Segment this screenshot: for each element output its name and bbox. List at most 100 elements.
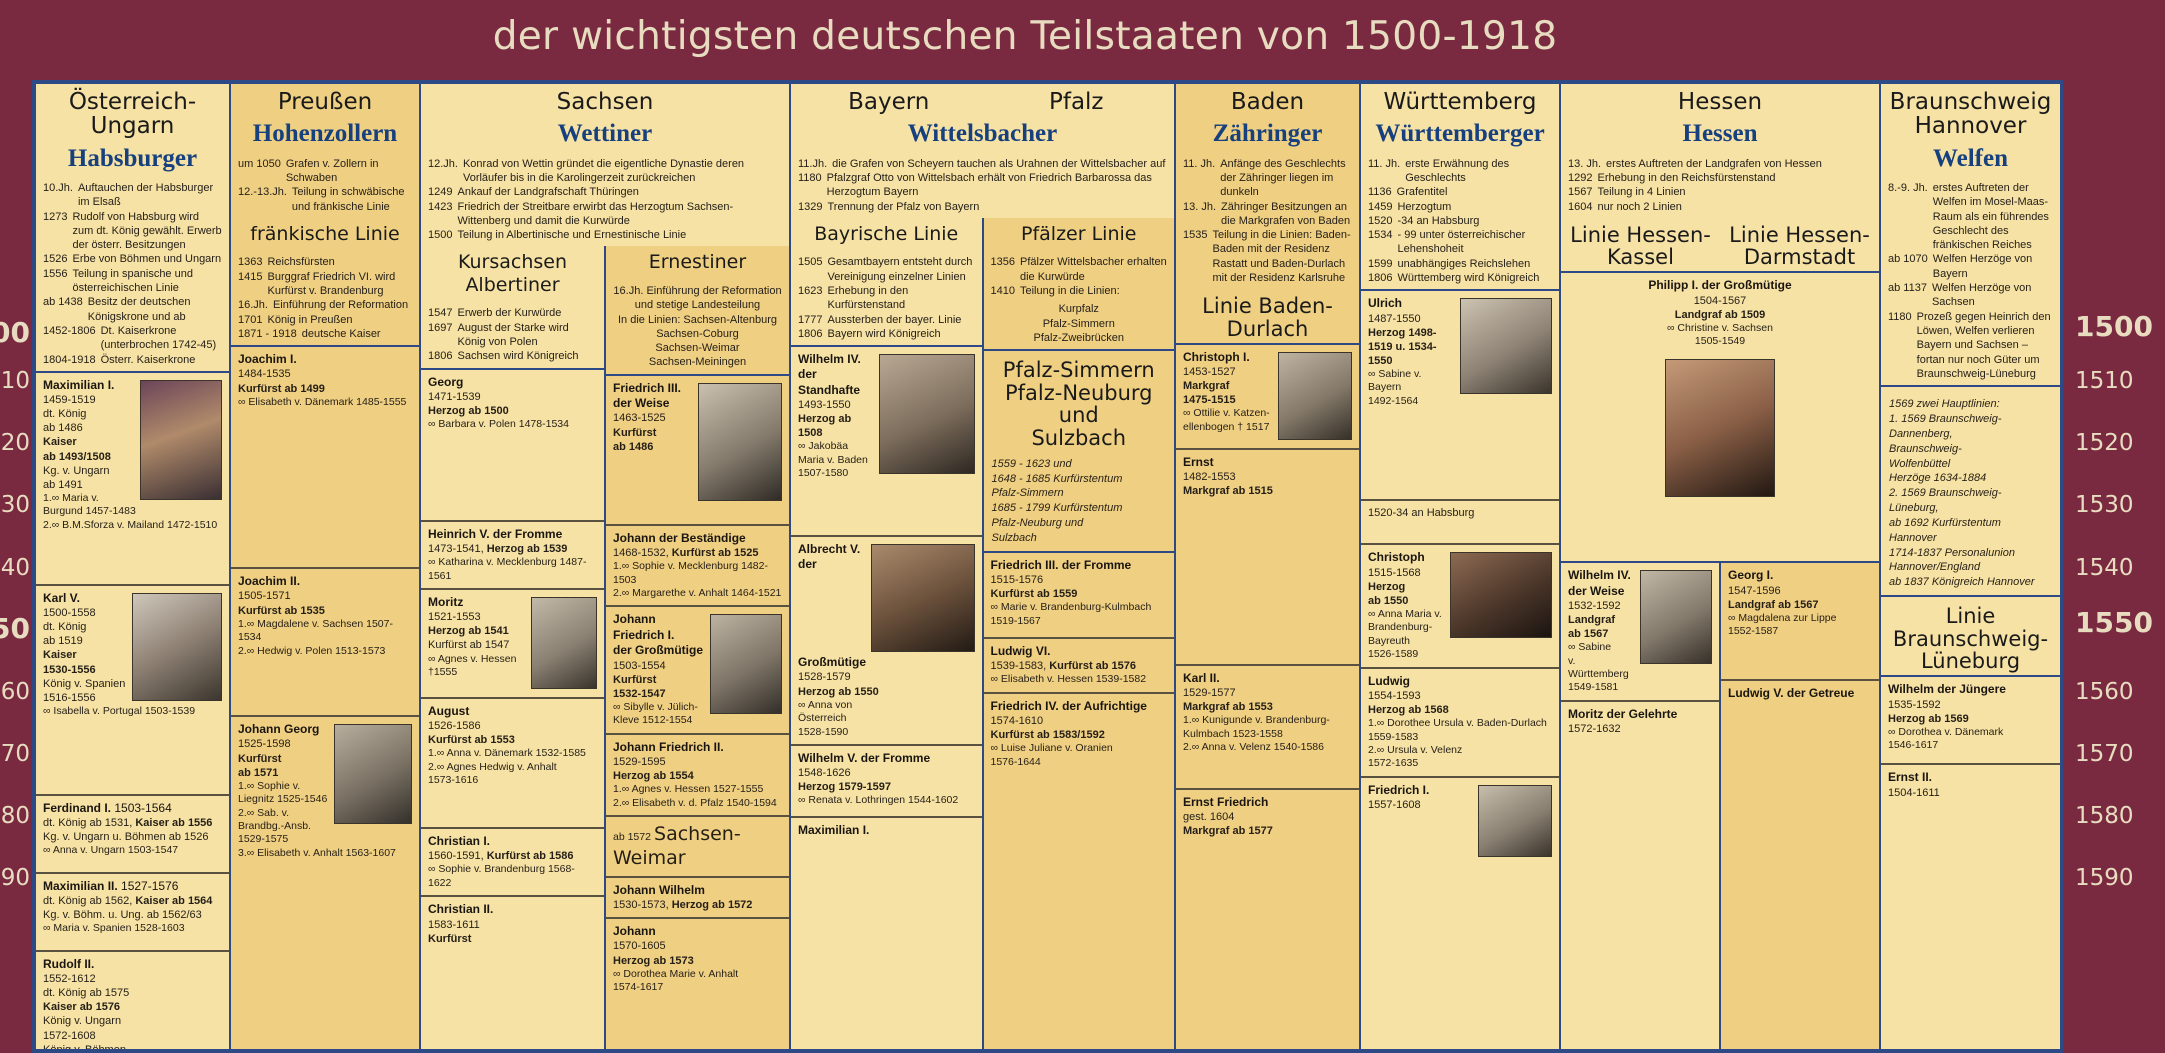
person-card[interactable]: Maximilian II. 1527-1576 dt. König ab 156… <box>36 871 229 950</box>
state-column-oesterreich-ungarn[interactable]: Österreich- Ungarn Habsburger 10.Jh. Auft… <box>36 84 231 1049</box>
person-card[interactable]: Ludwig VI. 1539-1583, Kurfürst ab 1576 ∞ E… <box>983 636 1174 692</box>
person-list-hessen-kassel[interactable]: Wilhelm IV. der Weise 1532-1592 Landgraf ab… <box>1561 561 1721 1049</box>
person-card[interactable]: Friedrich I. 1557-1608 <box>1361 775 1559 865</box>
person-card[interactable]: Ernst II. 1504-1611 <box>1881 763 2060 804</box>
person-title: ab 1567 <box>1568 628 1609 641</box>
person-portrait <box>531 596 597 689</box>
person-card[interactable]: Heinrich V. der Fromme 1473-1541, Herzog … <box>421 519 604 588</box>
person-title: Kaiser <box>43 436 77 449</box>
fact-row: 1806 Württemberg wird Königreich <box>1368 271 1552 285</box>
state-column-braunschweig-hannover[interactable]: Braunschweig Hannover Welfen 8.-9. Jh. er… <box>1881 84 2060 1049</box>
person-card[interactable]: Maximilian I. 1459-1519 dt. König ab 1486 Ka… <box>36 370 229 584</box>
state-column-wuerttemberg[interactable]: Württemberg Württemberger 11. Jh. erste E… <box>1361 84 1561 1049</box>
person-card[interactable]: Johann der Beständige 1468-1532, Kurfürst… <box>606 523 789 606</box>
person-detail: 1515-1576 <box>990 574 1044 587</box>
fact-year: 1547 <box>428 307 453 320</box>
person-list-hessen-darmstadt[interactable]: Georg I. 1547-1596 Landgraf ab 1567 ∞ Magda… <box>1721 561 1879 1049</box>
state-column-sachsen[interactable]: Sachsen Wettiner 12.Jh. Konrad von Wettin… <box>421 84 791 1049</box>
person-card[interactable]: Christoph 1515-1568 Herzog ab 1550 ∞ Anna Ma… <box>1361 543 1559 666</box>
person-card[interactable]: Karl II. 1529-1577 Markgraf ab 1553 1.∞ Kun… <box>1176 663 1359 788</box>
rail-year-left-6: 560 <box>0 679 30 705</box>
person-card[interactable]: Georg I. 1547-1596 Landgraf ab 1567 ∞ Magda… <box>1721 561 1879 679</box>
facts-list-habsburger: 10.Jh. Auftauchen der Habsburger im Elsaß… <box>36 172 229 371</box>
person-card[interactable]: Joachim II. 1505-1571 Kurfürst ab 1535 1.∞ … <box>231 567 419 715</box>
fact-year: 1273 <box>43 210 68 223</box>
fact-row: 11.Jh. die Grafen von Scheyern tauchen al… <box>798 157 1167 171</box>
fact-year: um 1050 <box>238 157 281 170</box>
person-card[interactable]: Johann Wilhelm 1530-1573, Herzog ab 1572 <box>606 875 789 917</box>
text-line: 1685 - 1799 Kurfürstentum <box>991 502 1123 515</box>
person-card[interactable]: Wilhelm IV. der Weise 1532-1592 Landgraf ab… <box>1561 561 1719 700</box>
fact-row: 1410 Teilung in die Linien: <box>991 284 1168 298</box>
person-card[interactable]: Georg 1471-1539 Herzog ab 1500 ∞ Barbara v.… <box>421 367 604 520</box>
person-card[interactable]: Moritz 1521-1553 Herzog ab 1541 Kurfürst ab… <box>421 587 604 697</box>
state-column-preussen[interactable]: Preußen Hohenzollern um 1050 Grafen v. Zo… <box>231 84 421 1049</box>
person-spouse: 2.∞ Ursula v. Velenz <box>1368 744 1463 757</box>
fact-year: 1505 <box>798 256 823 269</box>
person-card[interactable]: August 1526-1586 Kurfürst ab 1553 1.∞ Anna … <box>421 696 604 827</box>
person-card[interactable]: Friedrich IV. der Aufrichtige 1574-1610 Ku… <box>983 691 1174 774</box>
person-name: Ernst II. <box>1888 770 1933 785</box>
genealogy-board: Österreich- Ungarn Habsburger 10.Jh. Auft… <box>32 80 2064 1053</box>
fact-year: 1520 <box>1368 214 1393 227</box>
person-spouse: ∞ Elisabeth v. Dänemark 1485-1555 <box>238 395 407 408</box>
fact-year: 1500 <box>428 229 453 242</box>
state-name: Hessen <box>1677 89 1763 115</box>
person-card[interactable]: Ludwig V. der Getreue <box>1721 679 1879 707</box>
person-card[interactable]: Wilhelm V. der Fromme 1548-1626 Herzog 157… <box>791 743 982 816</box>
person-card[interactable]: Rudolf II. 1552-1612 dt. König ab 1575 Kais… <box>36 949 229 1049</box>
fact-year: 11. Jh. <box>1183 157 1216 170</box>
person-card[interactable]: Ulrich 1487-1550 Herzog 1498-1519 u. 1534-… <box>1361 289 1559 499</box>
person-card[interactable]: Christian I. 1560-1591, Kurfürst ab 1586 ∞… <box>421 826 604 895</box>
person-card[interactable]: Karl V. 1500-1558 dt. König ab 1519 Kaiser 15… <box>36 583 229 794</box>
fact-row: 1623 Erhebung in den Kurfürstenstand <box>798 284 975 313</box>
person-title: ab 1486 <box>613 440 654 453</box>
branch-bayrische-linie[interactable]: Bayrische Linie 1505 Gesamtbayern entsteh… <box>791 217 984 1049</box>
fact-text: erstes Auftreten der Welfen im Mosel-Maa… <box>1932 182 2049 252</box>
person-card[interactable]: Joachim I. 1484-1535 Kurfürst ab 1499 ∞ Eli… <box>231 345 419 567</box>
person-card[interactable]: Johann Georg 1525-1598 Kurfürst ab 1571 1.∞ … <box>231 715 419 865</box>
banner-year: ab 1572 <box>613 831 651 844</box>
fact-year: 1623 <box>798 284 823 297</box>
branch-kursachsen-albertiner[interactable]: Kursachsen Albertiner 1547 Erwerb der Kur… <box>421 246 606 1049</box>
person-card[interactable]: Wilhelm IV. der Standhafte 1493-1550 Herzo… <box>791 345 982 535</box>
person-spouse: ∞ Dorothea Marie v. Anhalt <box>613 967 739 980</box>
fact-row: ab 1438 Besitz der deutschen Königskrone … <box>43 295 222 324</box>
person-card[interactable]: Christoph I. 1453-1527 Markgraf 1475-1515 ∞ … <box>1176 342 1359 448</box>
person-detail: dt. König <box>43 621 87 634</box>
person-list-baden-durlach: Christoph I. 1453-1527 Markgraf 1475-1515 ∞ … <box>1176 342 1359 852</box>
person-card[interactable]: Johann Friedrich I. der Großmütige 1503-15… <box>606 605 789 732</box>
person-card[interactable]: Ernst Friedrich gest. 1604 Markgraf ab 157… <box>1176 787 1359 852</box>
fact-row: 1534 - 99 unter österreichischer Lehensho… <box>1368 228 1552 257</box>
person-spouse: 1.∞ Kunigunde v. Brandenburg- <box>1183 714 1330 727</box>
person-card[interactable]: Friedrich III. der Weise 1463-1525 Kurfürs… <box>606 373 789 524</box>
person-card[interactable]: Albrecht V. der Großmütige 1528-1579 Herzo… <box>791 535 982 744</box>
person-card[interactable]: Ernst 1482-1553 Markgraf ab 1515 <box>1176 447 1359 664</box>
state-column-baden[interactable]: Baden Zähringer 11. Jh. Anfänge des Gesch… <box>1176 84 1361 1049</box>
branch-ernestiner[interactable]: Ernestiner 16.Jh. Einführung der Reforma… <box>606 246 789 1049</box>
person-card[interactable]: Moritz der Gelehrte 1572-1632 <box>1561 699 1719 741</box>
person-spouse: 1552-1587 <box>1728 625 1779 638</box>
fact-row: 1273 Rudolf von Habsburg wird zum dt. Kön… <box>43 210 222 253</box>
person-card[interactable]: Johann 1570-1605 Herzog ab 1573 ∞ Dorothea … <box>606 917 789 999</box>
branch-pfaelzer-linie[interactable]: Pfälzer Linie 1356 Pfälzer Wittelsbacher … <box>983 217 1174 1049</box>
person-card[interactable]: Ferdinand I. 1503-1564 dt. König ab 1531,… <box>36 793 229 872</box>
person-detail: 1529-1577 <box>1183 687 1236 699</box>
person-name: Ludwig <box>1368 673 1410 688</box>
person-card[interactable]: Ludwig 1554-1593 Herzog ab 1568 1.∞ Dorothe… <box>1361 666 1559 776</box>
person-spouse: 1.∞ Magdalene v. Sachsen 1507-1534 <box>238 617 393 644</box>
person-card-philipp-i[interactable]: Philipp I. der Großmütige 1504-1567 Landgr… <box>1561 271 1879 561</box>
person-spouse: 2.∞ Margarethe v. Anhalt 1464-1521 <box>613 587 782 600</box>
person-card[interactable]: Wilhelm der Jüngere 1535-1592 Herzog ab 15… <box>1881 675 2060 763</box>
person-card[interactable]: Friedrich III. der Fromme 1515-1576 Kurfür… <box>983 550 1174 637</box>
person-spouse: ∞ Maria v. Spanien 1528-1603 <box>43 922 185 935</box>
person-card[interactable]: Maximilian I. <box>791 815 982 843</box>
state-column-bayern-pfalz[interactable]: Bayern Pfalz Wittelsbacher 11.Jh. die Gra… <box>791 84 1176 1049</box>
branch-container-sachsen: Kursachsen Albertiner 1547 Erwerb der Kur… <box>421 246 789 1049</box>
state-column-hessen[interactable]: Hessen Hessen 13. Jh. erstes Auftreten de… <box>1561 84 1881 1049</box>
person-card[interactable]: Christian II. 1583-1611 Kurfürst <box>421 895 604 951</box>
person-card[interactable]: Johann Friedrich II. 1529-1595 Herzog ab 1… <box>606 732 789 815</box>
person-spouse: ∞ Katharina v. Mecklenburg 1487-1561 <box>428 556 587 582</box>
branch-banner-sachsen-weimar[interactable]: ab 1572 Sachsen-Weimar <box>606 815 789 876</box>
person-portrait <box>1450 552 1552 639</box>
